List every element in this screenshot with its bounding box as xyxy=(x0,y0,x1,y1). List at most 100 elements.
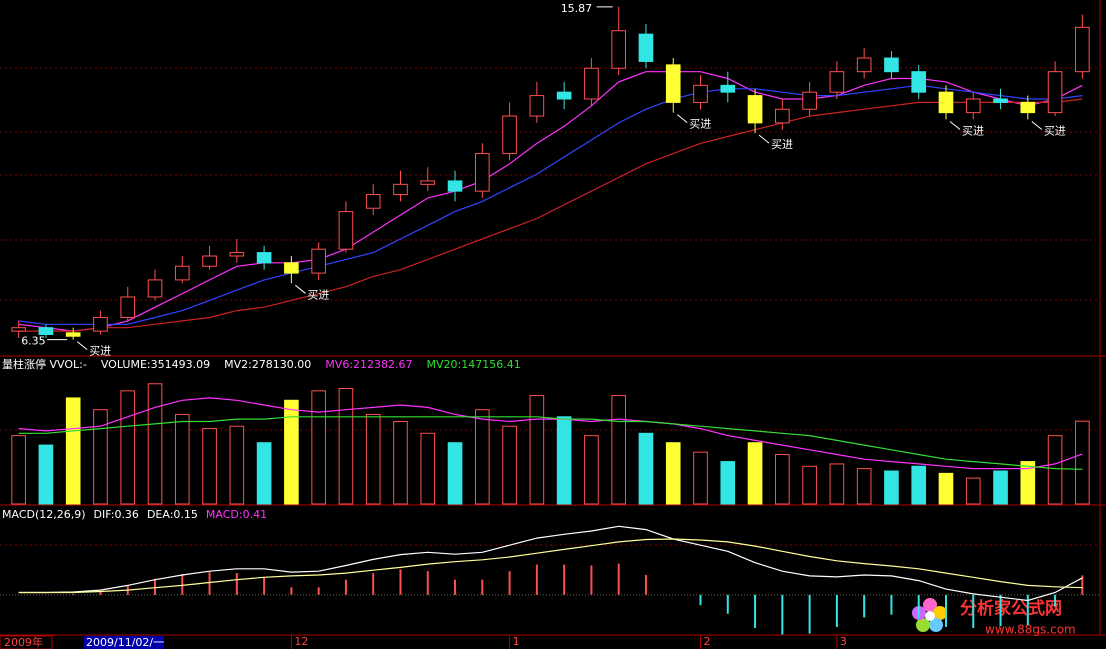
volume-bar xyxy=(311,390,326,505)
candle-body xyxy=(474,153,490,192)
max-label: 15.87 xyxy=(561,2,593,15)
candle-body xyxy=(174,265,190,281)
watermark-title: 分析家公式网 xyxy=(960,598,1062,619)
volume-bar xyxy=(393,421,408,505)
moving-average xyxy=(18,71,1083,332)
candle-body xyxy=(665,64,681,103)
volume-bar xyxy=(284,399,299,505)
watermark: 分析家公式网 www.88gs.com xyxy=(912,598,1076,637)
candle-body xyxy=(556,91,572,100)
date-box xyxy=(0,635,53,649)
volume-bar xyxy=(693,451,708,505)
volume-bar xyxy=(1047,435,1063,505)
candle-body xyxy=(11,327,26,332)
candle-body xyxy=(693,84,708,103)
volume-average xyxy=(18,416,1083,470)
signal-label: 买进 xyxy=(89,345,111,358)
signal-label: 买进 xyxy=(1044,124,1066,137)
volume-bar xyxy=(665,442,681,505)
candle-body xyxy=(911,71,927,93)
volume-bar xyxy=(65,397,81,505)
signal-arrow xyxy=(1031,121,1043,130)
candle-body xyxy=(420,180,436,185)
frame xyxy=(0,0,1106,636)
candle-body xyxy=(447,180,463,192)
candle-body xyxy=(720,84,736,93)
legend-entry: MACD:0.41 xyxy=(206,508,267,521)
volume-bar xyxy=(965,477,981,505)
axis-year: 2009年 xyxy=(4,635,43,649)
legend-entry: VOLUME:351493.09 xyxy=(101,358,210,371)
signal-label: 买进 xyxy=(307,288,329,301)
volume-bar xyxy=(420,432,436,505)
volume-bar xyxy=(229,425,245,505)
volume-bar xyxy=(1075,420,1090,505)
candle-body xyxy=(611,30,627,69)
candle-body xyxy=(202,255,217,267)
cursor-date-box xyxy=(84,636,164,649)
candle-body xyxy=(65,332,81,337)
volume-bar xyxy=(775,454,790,505)
candle-body xyxy=(638,33,654,62)
watermark-url: www.88gs.com xyxy=(985,623,1076,637)
legend-entry: MV20:147156.41 xyxy=(427,358,521,371)
moving-average xyxy=(18,84,1083,325)
volume-bar xyxy=(365,413,381,505)
x-tick-label: 3 xyxy=(840,635,847,648)
candle-body xyxy=(965,98,981,114)
legend-entry: MV6:212382.67 xyxy=(325,358,412,371)
signal-label: 买进 xyxy=(689,118,711,131)
volume-bar xyxy=(474,409,490,505)
candle-body xyxy=(747,95,763,124)
volume-bar xyxy=(502,425,517,505)
volume-bar xyxy=(938,472,954,505)
candle-body xyxy=(1047,71,1063,114)
candle-body xyxy=(584,67,599,100)
volume-bar xyxy=(611,395,627,505)
signal-arrow xyxy=(949,121,961,130)
volume-bar xyxy=(911,465,927,505)
volume-bar xyxy=(11,435,26,505)
candle-body xyxy=(502,115,517,155)
volume-bar xyxy=(38,444,54,505)
volume-average xyxy=(18,397,1083,470)
candle-body xyxy=(529,95,545,117)
volume-bar xyxy=(747,442,763,505)
signal-arrow xyxy=(76,341,88,351)
candle-body xyxy=(938,91,954,114)
volume-bar xyxy=(174,413,190,505)
candle-body xyxy=(993,98,1008,103)
legend-entry: MV2:278130.00 xyxy=(224,358,311,371)
candle-body xyxy=(284,262,299,274)
legend-entry: DEA:0.15 xyxy=(147,508,198,521)
signal-arrow xyxy=(758,134,770,144)
volume-bar xyxy=(529,395,545,505)
volume-bar xyxy=(256,442,272,505)
candle-body xyxy=(802,91,817,110)
candle-body xyxy=(1020,101,1036,114)
volume-bar xyxy=(1020,461,1036,505)
dea-line xyxy=(18,538,1083,594)
volume-bar xyxy=(856,468,872,505)
volume-bar xyxy=(447,442,463,505)
candle-body xyxy=(311,248,326,274)
volume-bar xyxy=(120,390,136,505)
grid xyxy=(0,67,1100,546)
volume-bar xyxy=(884,470,899,505)
volume-bar xyxy=(802,465,817,505)
candle-body xyxy=(256,252,272,264)
dif-line xyxy=(18,525,1083,602)
volume-bar xyxy=(147,383,163,505)
volume-bar xyxy=(202,428,217,505)
x-tick-label: 1 xyxy=(513,635,520,648)
volume-bar xyxy=(720,461,736,505)
candle-body xyxy=(829,71,845,93)
signal-label: 买进 xyxy=(771,138,793,151)
candle-body xyxy=(229,252,245,257)
signal-label: 买进 xyxy=(962,124,984,137)
volume-bar xyxy=(93,409,108,505)
volume-bar xyxy=(556,416,572,505)
signal-arrow xyxy=(295,284,306,294)
candle-body xyxy=(365,194,381,209)
